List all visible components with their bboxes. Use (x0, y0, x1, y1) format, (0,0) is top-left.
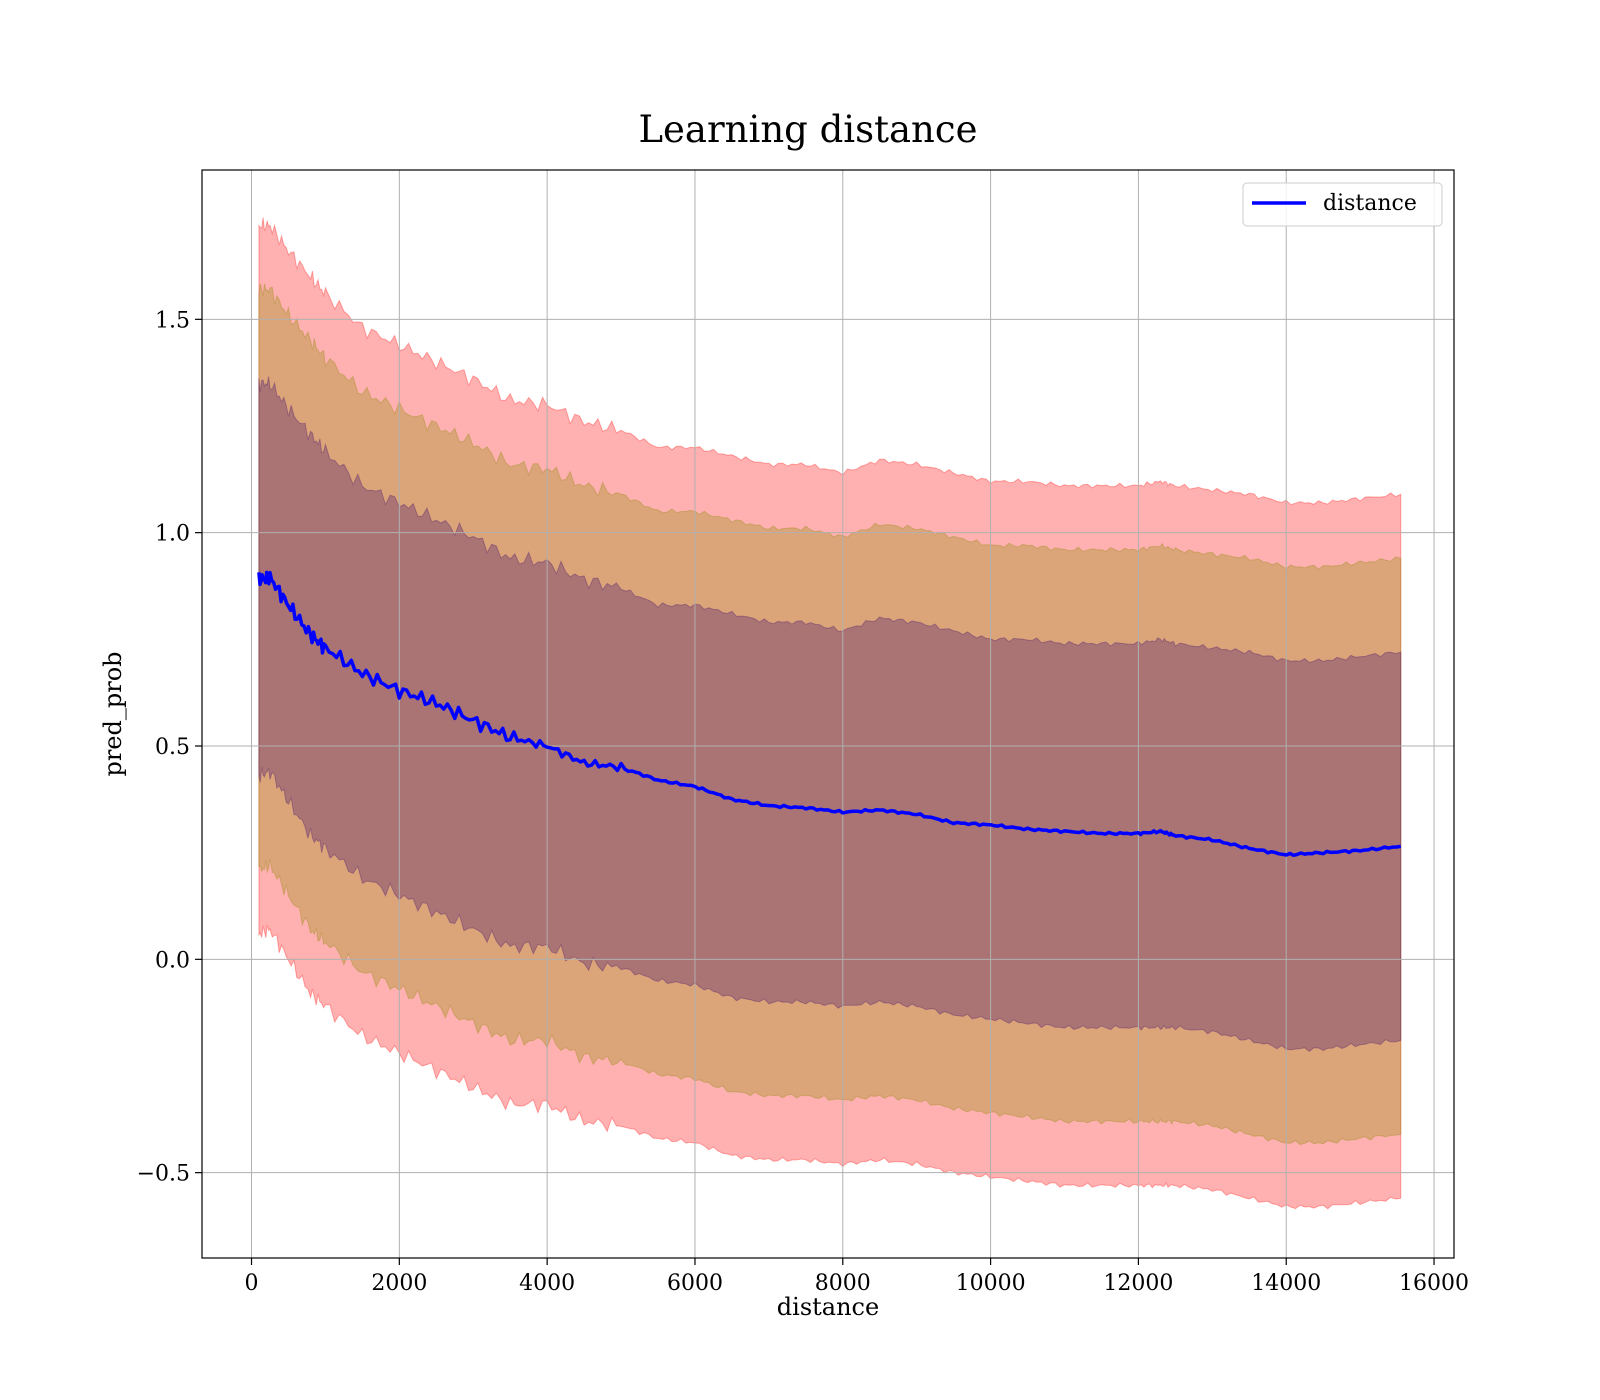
confidence-band-2 (258, 283, 1402, 1146)
series-line-distance (257, 570, 1402, 858)
legend: distance (1242, 182, 1443, 227)
y-tick-label-4: 1.5 (155, 308, 190, 333)
confidence-band-3 (258, 376, 1402, 1053)
x-tick-label-2: 4000 (519, 1271, 575, 1296)
x-tick-label-4: 8000 (815, 1271, 871, 1296)
series-layer (257, 570, 1402, 858)
x-tick-label-6: 12000 (1103, 1271, 1173, 1296)
y-tick-label-1: 0.0 (155, 948, 190, 973)
y-axis-label: pred_prob (99, 651, 127, 776)
band-layer (258, 217, 1402, 1210)
plot-frame (201, 169, 1455, 1259)
x-tick-label-5: 10000 (956, 1271, 1026, 1296)
y-tick-label-3: 1.0 (155, 522, 190, 547)
chart-title: Learning distance (638, 108, 977, 151)
x-axis-ticks: 0 2000 4000 6000 8000 10000 12000 14000 16000 (245, 1258, 1469, 1296)
x-tick-label-1: 2000 (371, 1271, 427, 1296)
confidence-band-1 (258, 217, 1402, 1210)
x-tick-label-0: 0 (245, 1271, 259, 1296)
legend-label-distance: distance (1323, 191, 1417, 216)
y-tick-label-0: −0.5 (137, 1162, 190, 1187)
legend-box (1242, 182, 1443, 227)
grid-layer (202, 170, 1454, 1258)
y-axis-ticks: −0.5 0.0 0.5 1.0 1.5 (137, 308, 202, 1187)
x-tick-label-8: 16000 (1399, 1271, 1469, 1296)
x-axis-label: distance (777, 1293, 879, 1321)
x-tick-label-3: 6000 (667, 1271, 723, 1296)
y-tick-label-2: 0.5 (155, 735, 190, 760)
x-tick-label-7: 14000 (1251, 1271, 1321, 1296)
